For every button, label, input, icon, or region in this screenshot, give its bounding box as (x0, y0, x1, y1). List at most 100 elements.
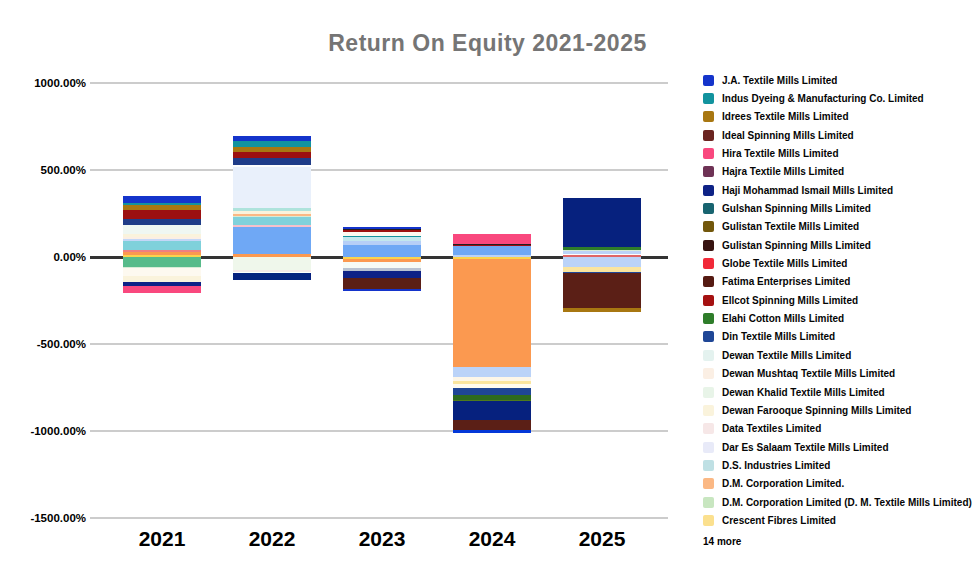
legend-color-swatch (703, 423, 714, 434)
legend-item-label: Fatima Enterprises Limited (722, 276, 850, 287)
legend-color-swatch (703, 295, 714, 306)
legend-item[interactable]: Dewan Textile Mills Limited (703, 346, 972, 364)
legend-item-label: Crescent Fibres Limited (722, 515, 836, 526)
legend-color-swatch (703, 497, 714, 508)
bar-segment (123, 286, 201, 293)
bar-segment (453, 246, 531, 255)
legend-item-label: D.M. Corporation Limited (D. M. Textile … (722, 497, 972, 508)
bar-segment (453, 367, 531, 377)
stacked-bar-2025[interactable] (563, 198, 641, 312)
legend-item[interactable]: Gulshan Spinning Mills Limited (703, 199, 972, 217)
legend-item[interactable]: D.M. Corporation Limited. (703, 475, 972, 493)
legend-item[interactable]: Idrees Textile Mills Limited (703, 108, 972, 126)
legend-item-label: Dar Es Salaam Textile Mills Limited (722, 442, 889, 453)
legend-item-label: Dewan Farooque Spinning Mills Limited (722, 405, 911, 416)
x-axis-label-2022: 2022 (217, 527, 327, 551)
legend-color-swatch (703, 331, 714, 342)
bar-segment (453, 401, 531, 420)
legend-item[interactable]: Dewan Mushtaq Textile Mills Limited (703, 365, 972, 383)
legend-color-swatch (703, 350, 714, 361)
bar-segment (563, 273, 641, 308)
gridline (90, 430, 668, 432)
legend-item[interactable]: Dewan Khalid Textile Mills Limited (703, 383, 972, 401)
legend-item-label: Hira Textile Mills Limited (722, 148, 839, 159)
stacked-bar-2023[interactable] (343, 227, 421, 291)
legend-item-label: D.M. Corporation Limited. (722, 478, 844, 489)
bar-segment (123, 225, 201, 234)
legend-color-swatch (703, 460, 714, 471)
legend-item-label: Haji Mohammad Ismail Mills Limited (722, 185, 893, 196)
legend-item-label: D.S. Industries Limited (722, 460, 830, 471)
legend-item[interactable]: Data Textiles Limited (703, 420, 972, 438)
bar-segment (453, 388, 531, 395)
legend-item-label: Gulshan Spinning Mills Limited (722, 203, 871, 214)
bar-segment (123, 196, 201, 203)
legend-more-link[interactable]: 14 more (703, 536, 972, 547)
legend-item[interactable]: Globe Textile Mills Limited (703, 254, 972, 272)
legend-color-swatch (703, 368, 714, 379)
legend-item[interactable]: Crescent Fibres Limited (703, 511, 972, 529)
legend-item-label: Data Textiles Limited (722, 423, 821, 434)
legend-item[interactable]: Ideal Spinning Mills Limited (703, 126, 972, 144)
legend-color-swatch (703, 75, 714, 86)
legend-item[interactable]: Ellcot Spinning Mills Limited (703, 291, 972, 309)
bar-segment (233, 257, 311, 270)
stacked-bar-2022[interactable] (233, 136, 311, 280)
legend-item[interactable]: Hira Textile Mills Limited (703, 144, 972, 162)
legend-item[interactable]: Fatima Enterprises Limited (703, 273, 972, 291)
bar-segment (233, 227, 311, 254)
gridline (90, 517, 668, 519)
gridline (90, 82, 668, 84)
bar-segment (343, 271, 421, 278)
y-axis-tick-label: -1000.00% (0, 424, 86, 438)
x-axis-label-2024: 2024 (437, 527, 547, 551)
bar-segment (343, 278, 421, 289)
legend-color-swatch (703, 203, 714, 214)
legend-item-label: Din Textile Mills Limited (722, 331, 835, 342)
legend-color-swatch (703, 93, 714, 104)
x-axis-label-2025: 2025 (547, 527, 657, 551)
legend: J.A. Textile Mills Limited Indus Dyeing &… (703, 71, 972, 547)
legend-item[interactable]: Din Textile Mills Limited (703, 328, 972, 346)
bar-segment (233, 273, 311, 280)
legend-color-swatch (703, 258, 714, 269)
legend-item-label: J.A. Textile Mills Limited (722, 75, 837, 86)
legend-item-label: Ideal Spinning Mills Limited (722, 130, 854, 141)
legend-item-label: Elahi Cotton Mills Limited (722, 313, 844, 324)
legend-item[interactable]: J.A. Textile Mills Limited (703, 71, 972, 89)
legend-item[interactable]: Elahi Cotton Mills Limited (703, 309, 972, 327)
legend-item[interactable]: Gulistan Textile Mills Limited (703, 218, 972, 236)
legend-item[interactable]: Dar Es Salaam Textile Mills Limited (703, 438, 972, 456)
legend-item[interactable]: Gulistan Spinning Mills Limited (703, 236, 972, 254)
bar-segment (123, 257, 201, 267)
legend-color-swatch (703, 185, 714, 196)
bar-segment (563, 308, 641, 312)
legend-item[interactable]: D.S. Industries Limited (703, 456, 972, 474)
bar-segment (453, 420, 531, 430)
legend-color-swatch (703, 276, 714, 287)
stacked-bar-2021[interactable] (123, 196, 201, 292)
legend-item-label: Gulistan Textile Mills Limited (722, 221, 859, 232)
bar-segment (453, 259, 531, 367)
legend-item[interactable]: Hajra Textile Mills Limited (703, 163, 972, 181)
legend-item[interactable]: Haji Mohammad Ismail Mills Limited (703, 181, 972, 199)
gridline (90, 343, 668, 345)
bar-segment (453, 234, 531, 244)
bar-segment (123, 241, 201, 250)
legend-item-label: Dewan Mushtaq Textile Mills Limited (722, 368, 895, 379)
bar-segment (123, 268, 201, 276)
legend-item[interactable]: Dewan Farooque Spinning Mills Limited (703, 401, 972, 419)
legend-color-swatch (703, 166, 714, 177)
legend-item[interactable]: D.M. Corporation Limited (D. M. Textile … (703, 493, 972, 511)
legend-color-swatch (703, 442, 714, 453)
bar-segment (233, 167, 311, 209)
legend-color-swatch (703, 405, 714, 416)
stacked-bar-2024[interactable] (453, 234, 531, 433)
y-axis-tick-label: 500.00% (0, 163, 86, 177)
bar-segment (563, 257, 641, 267)
legend-item[interactable]: Indus Dyeing & Manufacturing Co. Limited (703, 89, 972, 107)
legend-item-label: Hajra Textile Mills Limited (722, 166, 844, 177)
y-axis-tick-label: -500.00% (0, 337, 86, 351)
x-axis-label-2021: 2021 (107, 527, 217, 551)
chart-canvas: Return On Equity 2021-2025 1000.00%500.0… (0, 0, 975, 581)
